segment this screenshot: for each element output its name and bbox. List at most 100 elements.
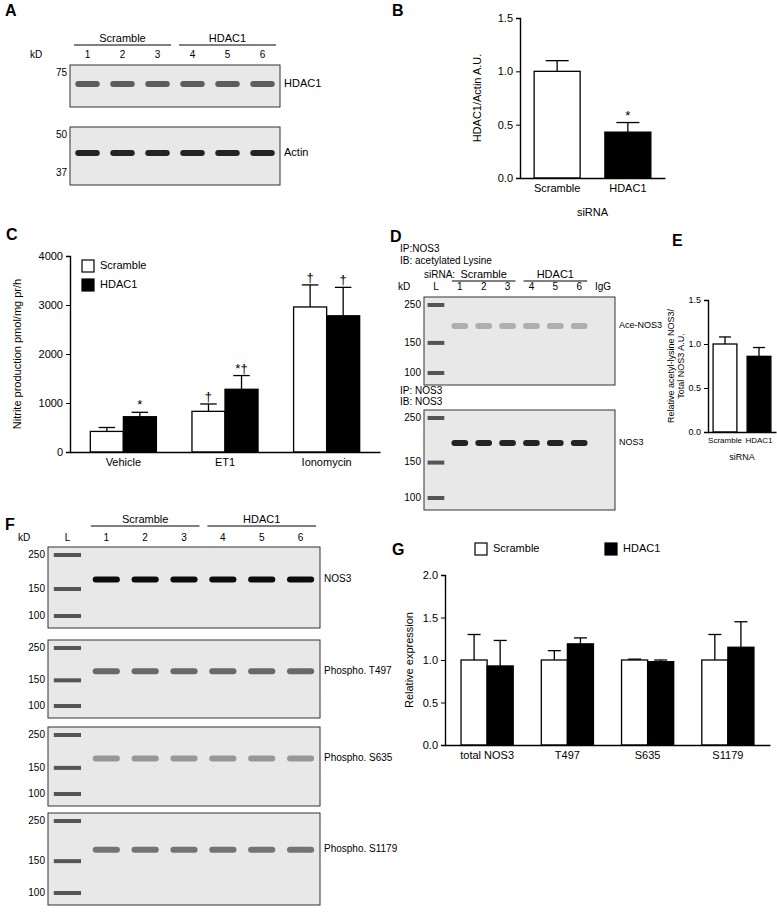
blot-strip	[48, 547, 320, 628]
error-bar	[627, 123, 628, 133]
plot-area	[461, 622, 754, 745]
x-tick: total NOS3	[460, 745, 514, 761]
y-tick-label: 1.0	[423, 654, 438, 666]
blot-heading: IB: acetylated Lysine	[400, 255, 492, 266]
y-tick: 1.5	[423, 612, 445, 624]
panel-letter: C	[6, 226, 18, 243]
lane-label: 2	[142, 532, 148, 543]
y-axis-line	[704, 301, 709, 433]
group-label: HDAC1	[537, 268, 574, 280]
y-axis: 0 1000 2000 3000 4000	[39, 250, 71, 458]
marker-label: 150	[28, 762, 45, 773]
lane-label: 3	[181, 532, 187, 543]
x-tick-label: Scramble	[534, 182, 580, 194]
legend-swatch	[605, 543, 617, 555]
marker-label: 250	[28, 549, 45, 560]
x-axis-line	[446, 745, 771, 746]
plot-area	[534, 61, 651, 178]
y-tick-label: 4000	[39, 250, 63, 262]
y-tick-label: 1000	[39, 397, 63, 409]
error-bar	[500, 640, 501, 666]
y-tick-mark	[516, 71, 520, 72]
blot-panel: FkDL123456ScrambleHDAC1250150100NOS32501…	[5, 513, 398, 905]
y-tick-label: 0.0	[423, 739, 438, 751]
y-tick-mark	[516, 125, 520, 126]
sample-band	[215, 150, 240, 156]
x-axis: VehicleET1Ionomycin	[71, 452, 381, 468]
ladder-band	[54, 553, 81, 557]
y-tick-mark	[66, 354, 70, 355]
x-tick: Scramble	[708, 432, 742, 445]
marker-label: 150	[28, 674, 45, 685]
y-tick-label: 0.0	[688, 427, 701, 437]
x-tick-label: HDAC1	[745, 436, 773, 445]
legend-label: Scramble	[493, 542, 539, 554]
error-bar	[473, 635, 474, 661]
sample-band	[170, 756, 197, 762]
marker-label: 100	[404, 492, 421, 503]
x-tick-label: Vehicle	[106, 456, 141, 468]
blot-heading: IB: NOS3	[400, 396, 443, 407]
y-tick-mark	[441, 660, 445, 661]
annotation: †	[340, 272, 347, 287]
marker-label: 100	[404, 367, 421, 378]
plot-area	[713, 337, 771, 432]
error-cap	[753, 347, 765, 348]
plot-area	[90, 285, 359, 452]
panel-letter: A	[5, 2, 17, 19]
group-title: siRNA:	[424, 269, 455, 280]
y-tick-label: 2.0	[423, 569, 438, 581]
kd-label: kD	[30, 49, 42, 60]
y-tick-label: 1.0	[498, 65, 513, 77]
x-tick-label: Ionomycin	[302, 456, 352, 468]
legend: ScrambleHDAC1	[475, 542, 660, 555]
y-axis-title: Total NOS3 A.U.	[676, 333, 686, 399]
sample-band	[499, 440, 516, 446]
x-tick-label: T497	[555, 749, 580, 761]
sample-band	[75, 150, 100, 156]
y-tick-label: 1.5	[498, 12, 513, 24]
blot-strip	[70, 127, 280, 185]
x-tick-label: HDAC1	[609, 182, 646, 194]
y-tick: 1.0	[498, 65, 520, 77]
marker-label: 150	[404, 337, 421, 348]
error-bar	[740, 622, 741, 648]
panel-letter: F	[5, 516, 15, 533]
x-tick-label: S635	[635, 749, 661, 761]
y-tick-label: 0	[57, 446, 63, 458]
y-tick-mark	[704, 388, 708, 389]
lane-label: 6	[260, 49, 266, 60]
y-tick: 1.0	[423, 654, 445, 666]
error-cap	[574, 637, 587, 638]
blot-strip	[48, 813, 320, 905]
ladder-band	[54, 891, 81, 895]
marker-label: 250	[28, 642, 45, 653]
lane-label: 3	[505, 281, 511, 292]
group-underline	[91, 526, 200, 527]
x-tick: HDAC1	[609, 178, 646, 194]
y-tick: 2000	[39, 348, 70, 360]
y-tick: 0.5	[423, 697, 445, 709]
ladder-band	[428, 416, 445, 420]
lane-label: 1	[85, 49, 91, 60]
marker-label: 100	[28, 610, 45, 621]
lane-label: IgG	[595, 281, 611, 292]
x-axis: Scramble HDAC1	[521, 178, 666, 194]
group-underline	[74, 45, 171, 46]
marker-label: 37	[56, 167, 68, 178]
y-tick: 3000	[39, 299, 70, 311]
kd-label: kD	[398, 281, 410, 292]
sample-band	[209, 576, 236, 582]
sample-band	[132, 576, 159, 582]
lane-label: 2	[120, 49, 126, 60]
sample-band	[170, 847, 197, 853]
bar	[605, 132, 651, 178]
strip-label: Actin	[284, 146, 308, 158]
blot-heading: IP:NOS3	[400, 243, 440, 254]
lane-label: 3	[155, 49, 161, 60]
y-tick-label: 0.5	[498, 119, 513, 131]
blot-strip	[70, 65, 280, 107]
y-tick-mark	[704, 344, 708, 345]
group-label: Scramble	[460, 268, 506, 280]
sample-band	[248, 847, 275, 853]
